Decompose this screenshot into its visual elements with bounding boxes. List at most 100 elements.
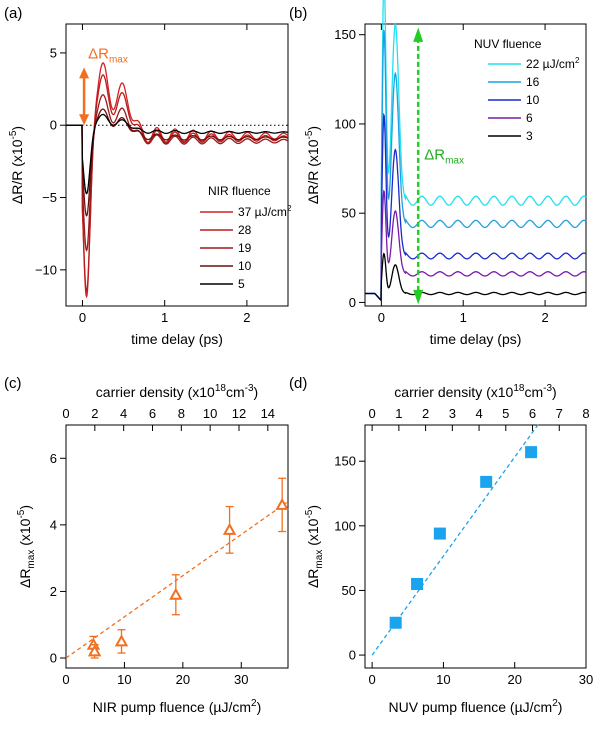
series-line-37 [66,62,289,299]
legend-label: 10 [238,259,252,273]
y-axis-label: ΔRmax (x10-5) [16,505,37,588]
series-line-3 [365,252,587,302]
top-tick-label: 2 [91,406,98,421]
top-tick-label: 4 [475,406,482,421]
x-axis-label: time delay (ps) [131,331,223,347]
x-tick-label: 10 [117,672,131,687]
x-label-sup: 2 [251,698,257,709]
y-label-sub: max [26,550,37,569]
x-tick-label: 2 [243,310,250,325]
x-label-text: NIR pump fluence (µJ/cm [93,699,251,715]
data-point [169,587,183,600]
y-tick-label: −5 [42,190,57,205]
legend-entry: 10 [526,93,540,107]
arrow-head-up [79,67,90,79]
legend-entry: 16 [526,75,540,89]
legend-label: 6 [526,111,533,125]
top-label-exp: -3 [245,383,254,394]
annotation-sub: max [109,55,128,66]
y-tick-label: 150 [334,27,356,42]
y-label-exp: -5 [304,130,315,139]
top-label-mid: cm [524,384,543,400]
panel-label: (b) [289,5,307,22]
y-label-close: ) [305,505,321,510]
y-tick-label: 50 [342,583,356,598]
y-label-exp: -5 [8,130,19,139]
top-tick-label: 8 [178,406,185,421]
top-axis-label: carrier density (x1018cm-3) [394,383,556,400]
top-label-close: ) [254,384,259,400]
top-tick-label: 6 [149,406,156,421]
data-point [433,527,446,540]
y-tick-label: 4 [50,517,57,532]
y-label-close: ) [17,505,33,510]
top-tick-label: 0 [369,406,376,421]
legend-label: 10 [526,93,540,107]
legend-label: 5 [238,277,245,291]
top-tick-label: 14 [261,406,275,421]
y-tick-label: 100 [334,518,356,533]
y-axis-label: ΔR/R (x10-5) [304,126,321,204]
legend-entry: 5 [238,277,245,291]
x-tick-label: 0 [378,310,385,325]
panel-label: (a) [4,5,22,22]
x-axis-label: NIR pump fluence (µJ/cm2) [93,698,261,715]
top-tick-label: 8 [582,406,589,421]
y-label-rest: (x10 [305,518,321,549]
x-tick-label: 0 [79,310,86,325]
y-tick-label: 0 [349,295,356,310]
y-axis-label: ΔR/R (x10-5) [8,126,25,204]
top-label-exp: -3 [543,383,552,394]
data-point [525,446,538,459]
y-label-sub: max [314,550,325,569]
fit-line [65,501,289,659]
legend-entry: 28 [238,223,252,237]
plot-frame [364,424,587,669]
y-label-close: ) [305,126,321,131]
x-label-close: ) [257,699,262,715]
top-tick-label: 10 [203,406,217,421]
legend-label: 22 µJ/cm [526,57,575,71]
series-line-6 [365,189,587,302]
data-point [87,644,102,657]
y-label-text: ΔR/R (x10 [305,139,321,204]
y-label-text: ΔR [17,569,33,588]
y-tick-label: 5 [50,45,57,60]
data-point [222,522,237,535]
legend-title: NUV fluence [474,37,542,51]
legend-sup: 2 [287,204,292,213]
legend-entry: 6 [526,111,533,125]
series-line-22 [365,0,587,302]
plot-frame [65,424,289,669]
legend-label: 3 [526,129,533,143]
plot-frame [65,23,289,307]
y-label-exp: -5 [304,509,315,518]
x-tick-label: 20 [176,672,190,687]
legend-label: 16 [526,75,540,89]
top-label-exp: 18 [215,383,227,394]
y-label-text: ΔR [305,569,321,588]
x-label-text: NUV pump fluence (µJ/cm [389,699,553,715]
top-tick-label: 3 [449,406,456,421]
fit-line [371,422,541,656]
arrow-head-down [79,114,90,126]
y-label-text: ΔR/R (x10 [9,139,25,204]
series-line-19 [66,94,289,252]
top-label-exp: 18 [513,383,525,394]
top-tick-label: 5 [502,406,509,421]
x-tick-label: 10 [436,672,450,687]
x-tick-label: 1 [460,310,467,325]
top-label-mid: cm [226,384,245,400]
y-axis-label: ΔRmax (x10-5) [304,505,325,588]
marker-arrow-up [413,27,424,42]
x-tick-label: 2 [541,310,548,325]
x-axis-label: time delay (ps) [430,331,522,347]
annotation-label: ΔRmax [88,46,128,66]
y-tick-label: −10 [35,262,57,277]
annotation-text: ΔR [88,46,109,63]
y-label-exp: -5 [16,509,27,518]
top-tick-label: 7 [556,406,563,421]
data-point [275,497,289,510]
legend-entry: 37 µJ/cm2 [238,204,292,219]
top-tick-label: 6 [529,406,536,421]
